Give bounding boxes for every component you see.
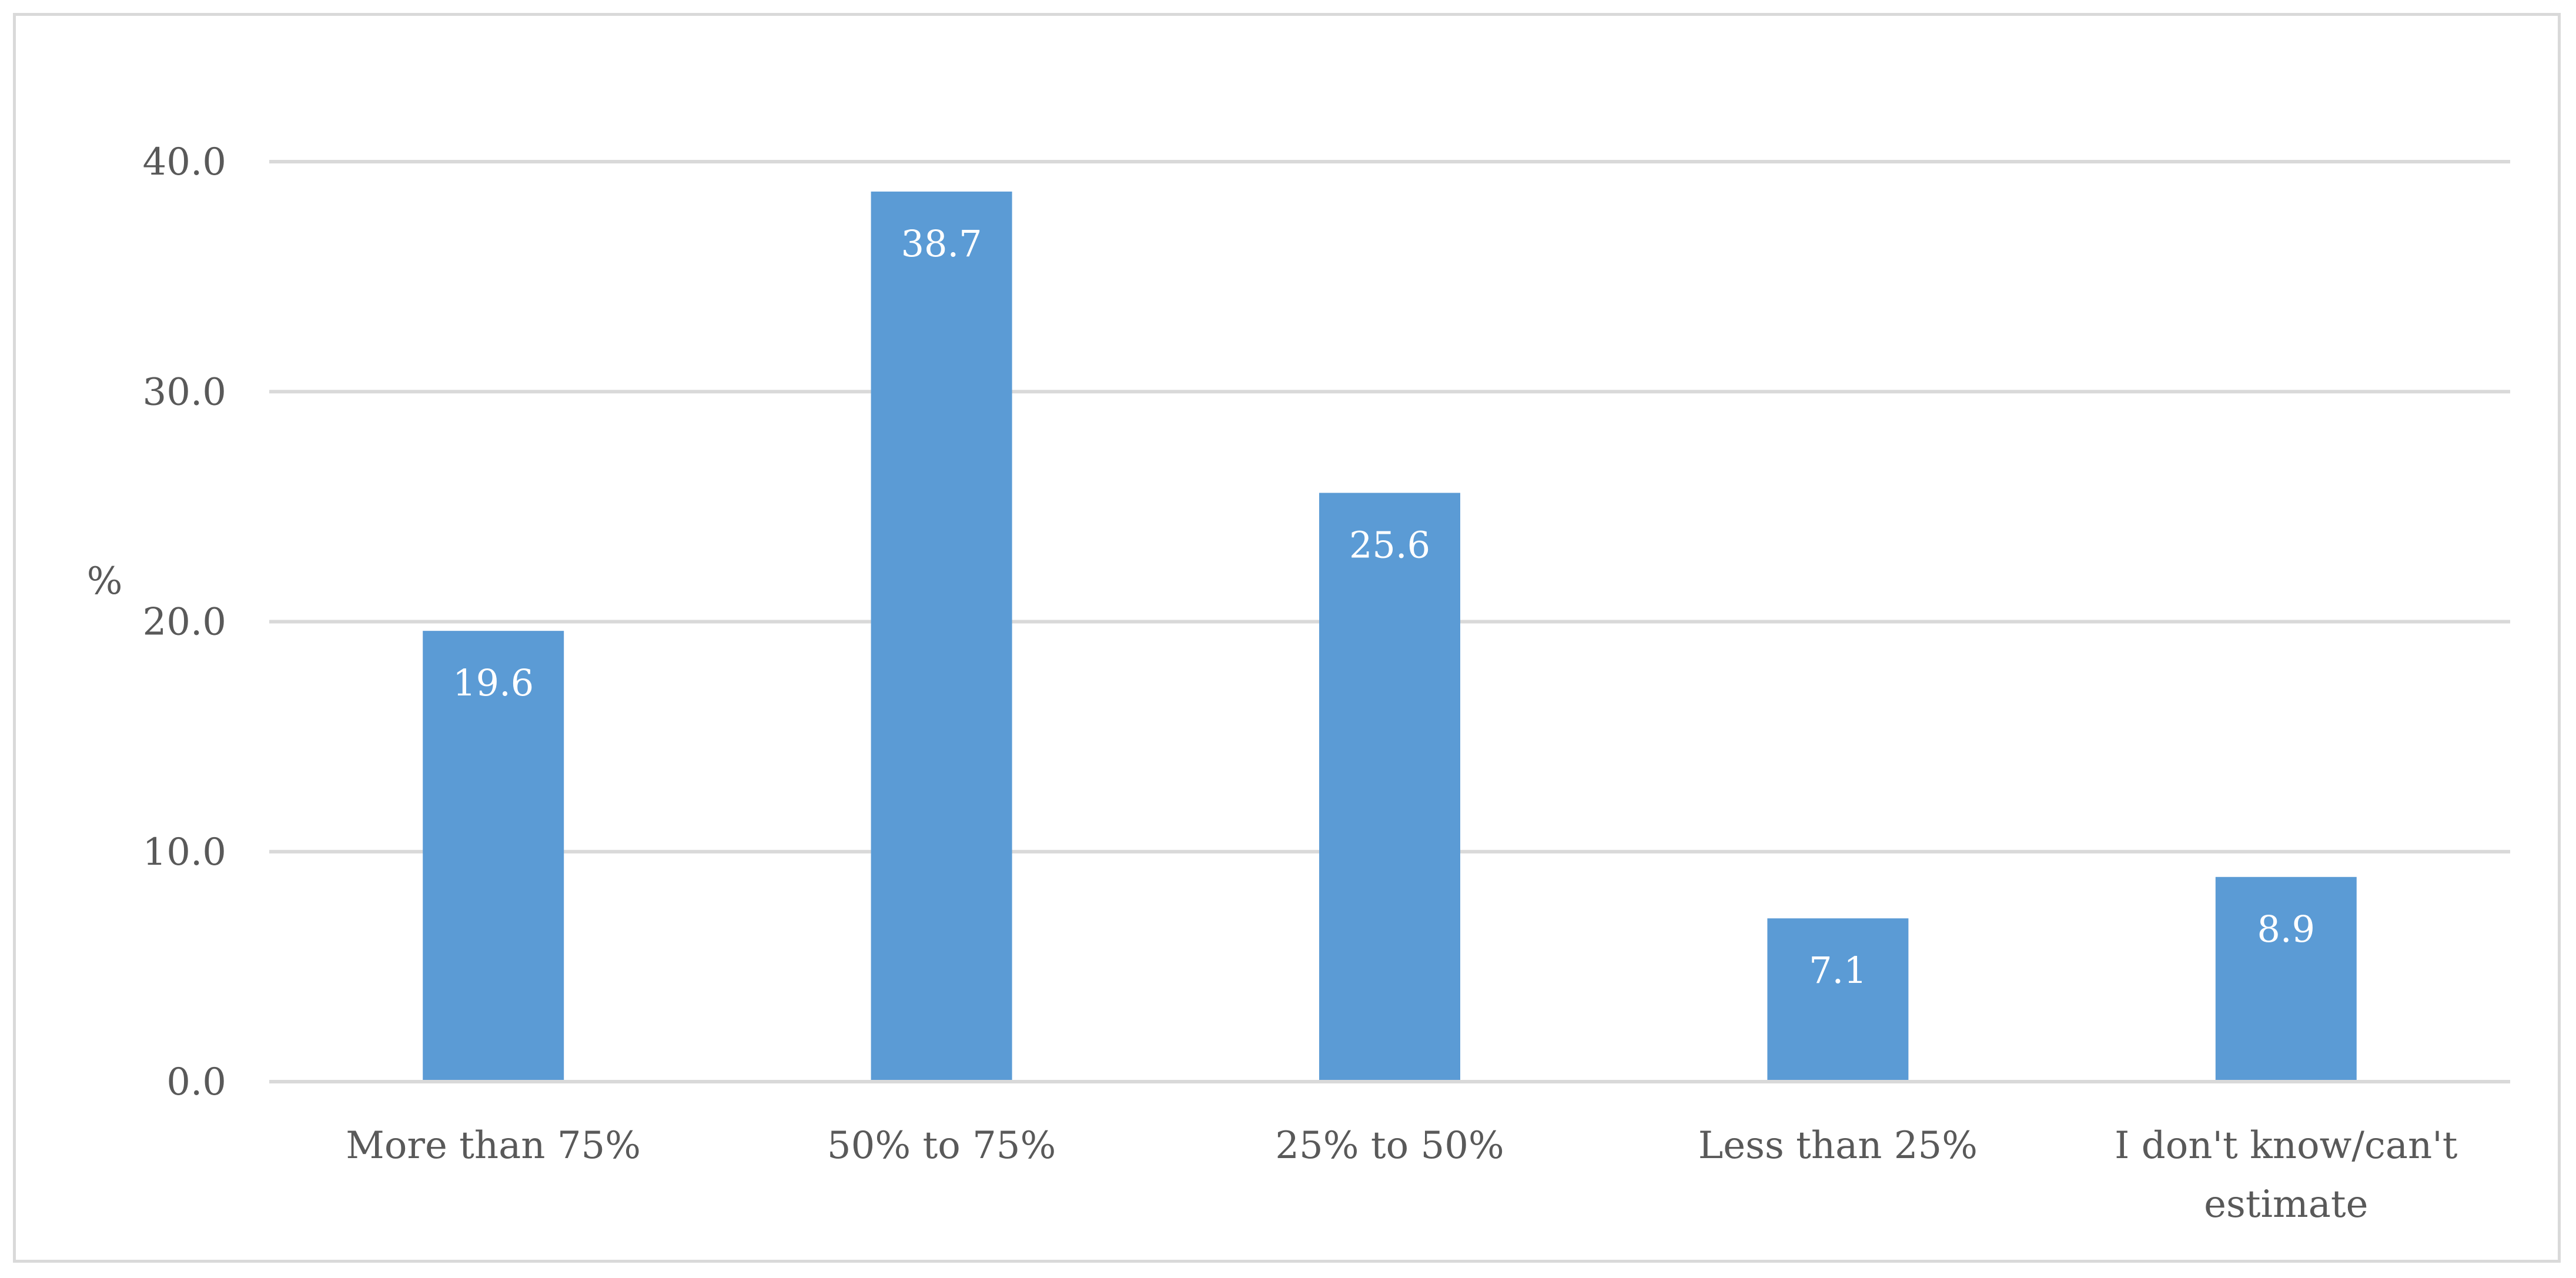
bar bbox=[1767, 918, 1909, 1082]
data-label: 7.1 bbox=[1809, 949, 1867, 992]
y-tick-label: 40.0 bbox=[143, 140, 227, 184]
bar bbox=[1319, 493, 1460, 1082]
x-category-label-line: More than 75% bbox=[346, 1124, 641, 1167]
x-category-label-line: estimate bbox=[2204, 1183, 2368, 1226]
data-label: 8.9 bbox=[2257, 908, 2315, 951]
y-tick-label: 0.0 bbox=[166, 1060, 226, 1104]
y-tick-label: 20.0 bbox=[143, 601, 227, 644]
x-axis-categories: More than 75% 50% to 75% 25% to 50% Less th… bbox=[346, 1124, 2457, 1226]
bar bbox=[423, 631, 564, 1082]
bar bbox=[2215, 876, 2357, 1082]
x-category-label: 50% to 75% bbox=[827, 1124, 1056, 1167]
x-category-label-line: I don't know/can't bbox=[2115, 1124, 2458, 1167]
y-tick-label: 30.0 bbox=[143, 370, 227, 414]
x-category-label-line: 50% to 75% bbox=[827, 1124, 1056, 1167]
bars bbox=[423, 191, 2357, 1082]
data-label: 19.6 bbox=[453, 661, 534, 704]
y-axis-ticks: 0.0 10.0 20.0 30.0 40.0 bbox=[143, 140, 227, 1104]
x-category-label: 25% to 50% bbox=[1275, 1124, 1504, 1167]
bar bbox=[871, 191, 1012, 1082]
data-label: 38.7 bbox=[901, 222, 982, 265]
x-category-label: More than 75% bbox=[346, 1124, 641, 1167]
x-category-label-line: Less than 25% bbox=[1698, 1124, 1978, 1167]
data-label: 25.6 bbox=[1349, 523, 1430, 566]
x-category-label: Less than 25% bbox=[1698, 1124, 1978, 1167]
y-axis-label: % bbox=[87, 560, 123, 603]
y-tick-label: 10.0 bbox=[143, 831, 227, 874]
data-labels: 19.6 38.7 25.6 7.1 8.9 bbox=[453, 222, 2315, 992]
x-category-label-line: 25% to 50% bbox=[1275, 1124, 1504, 1167]
x-category-label: I don't know/can't estimate bbox=[2115, 1124, 2458, 1226]
